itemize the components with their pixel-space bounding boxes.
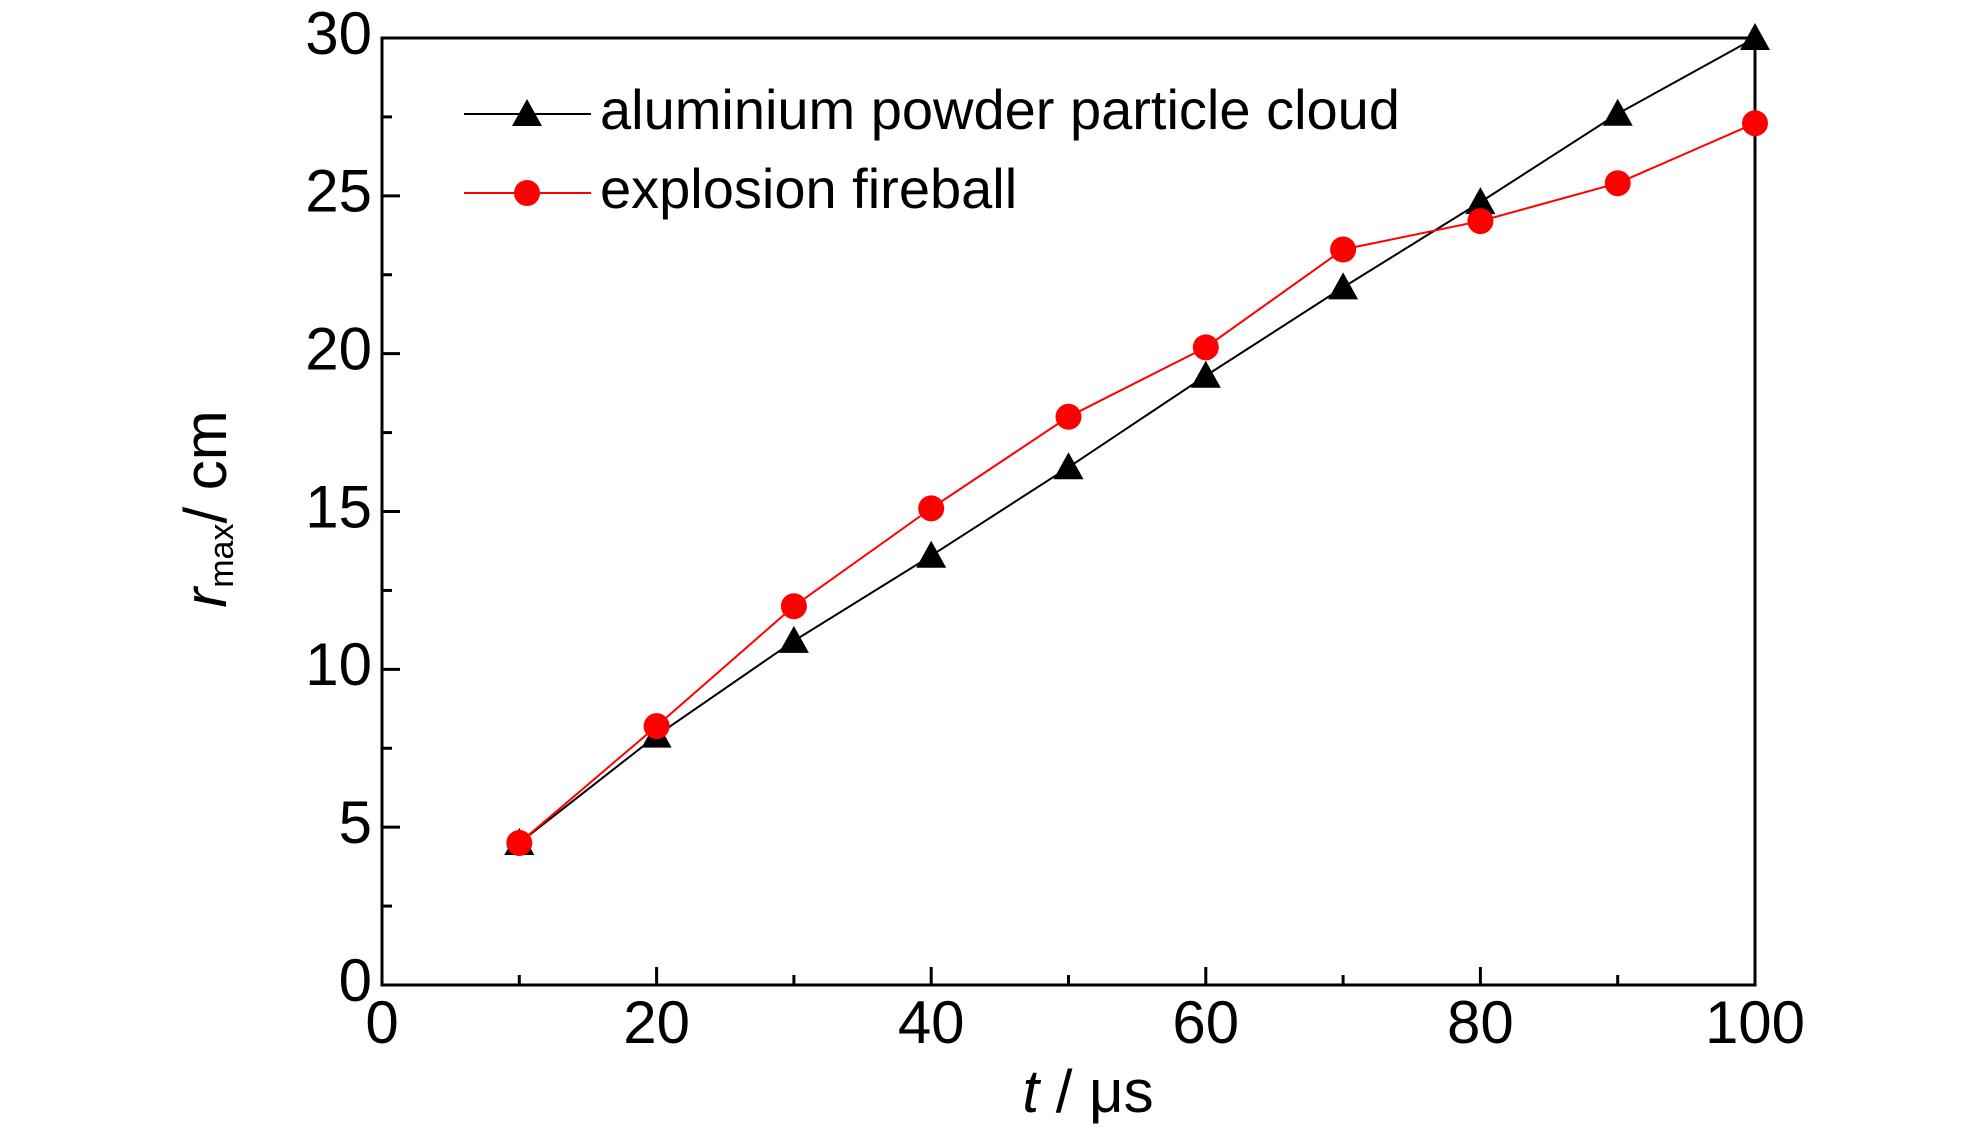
data-point	[1467, 208, 1494, 235]
data-point	[1053, 452, 1084, 480]
data-point	[916, 540, 947, 568]
y-tick-label: 15	[305, 473, 372, 540]
data-point	[1055, 403, 1082, 430]
y-tick-label: 30	[305, 0, 372, 67]
x-tick-label: 60	[1172, 989, 1239, 1056]
data-point	[1742, 110, 1768, 137]
x-label-symbol: t	[1022, 1058, 1041, 1125]
plot-frame	[380, 36, 1757, 987]
y-label-subscript: max	[203, 524, 241, 588]
data-point	[1192, 334, 1219, 361]
x-tick-label: 80	[1447, 989, 1514, 1056]
x-axis-label: t / μs	[1022, 1058, 1153, 1125]
data-point	[1190, 360, 1221, 388]
x-tick-label: 0	[365, 989, 398, 1056]
data-point	[778, 625, 809, 653]
data-point	[1604, 170, 1631, 197]
x-label-unit: / μs	[1056, 1058, 1154, 1125]
y-label-symbol: r	[172, 586, 239, 608]
data-point	[1602, 98, 1633, 126]
data-point	[1465, 187, 1496, 215]
legend-marker	[514, 180, 540, 206]
x-tick-label: 100	[1705, 989, 1805, 1056]
data-point	[1328, 272, 1359, 300]
x-tick-label: 40	[898, 989, 965, 1056]
legend-label: aluminium powder particle cloud	[600, 78, 1400, 141]
data-point	[918, 495, 945, 522]
data-point	[643, 713, 670, 740]
series-line	[518, 122, 1756, 844]
y-tick-label: 5	[339, 789, 372, 856]
y-tick-label: 25	[305, 158, 372, 225]
y-tick-label: 10	[305, 631, 372, 698]
y-axis-label: rmax/ cm	[172, 410, 241, 608]
data-point	[1740, 23, 1770, 50]
data-point	[506, 829, 533, 856]
y-tick-label: 0	[339, 947, 372, 1014]
y-tick-label: 20	[305, 316, 372, 383]
data-point	[780, 593, 807, 620]
legend-label: explosion fireball	[600, 157, 1017, 220]
data-point	[1330, 236, 1357, 263]
legend-marker	[512, 99, 542, 126]
x-tick-label: 20	[623, 989, 690, 1056]
y-label-unit: / cm	[172, 410, 239, 523]
series-line	[518, 37, 1756, 844]
